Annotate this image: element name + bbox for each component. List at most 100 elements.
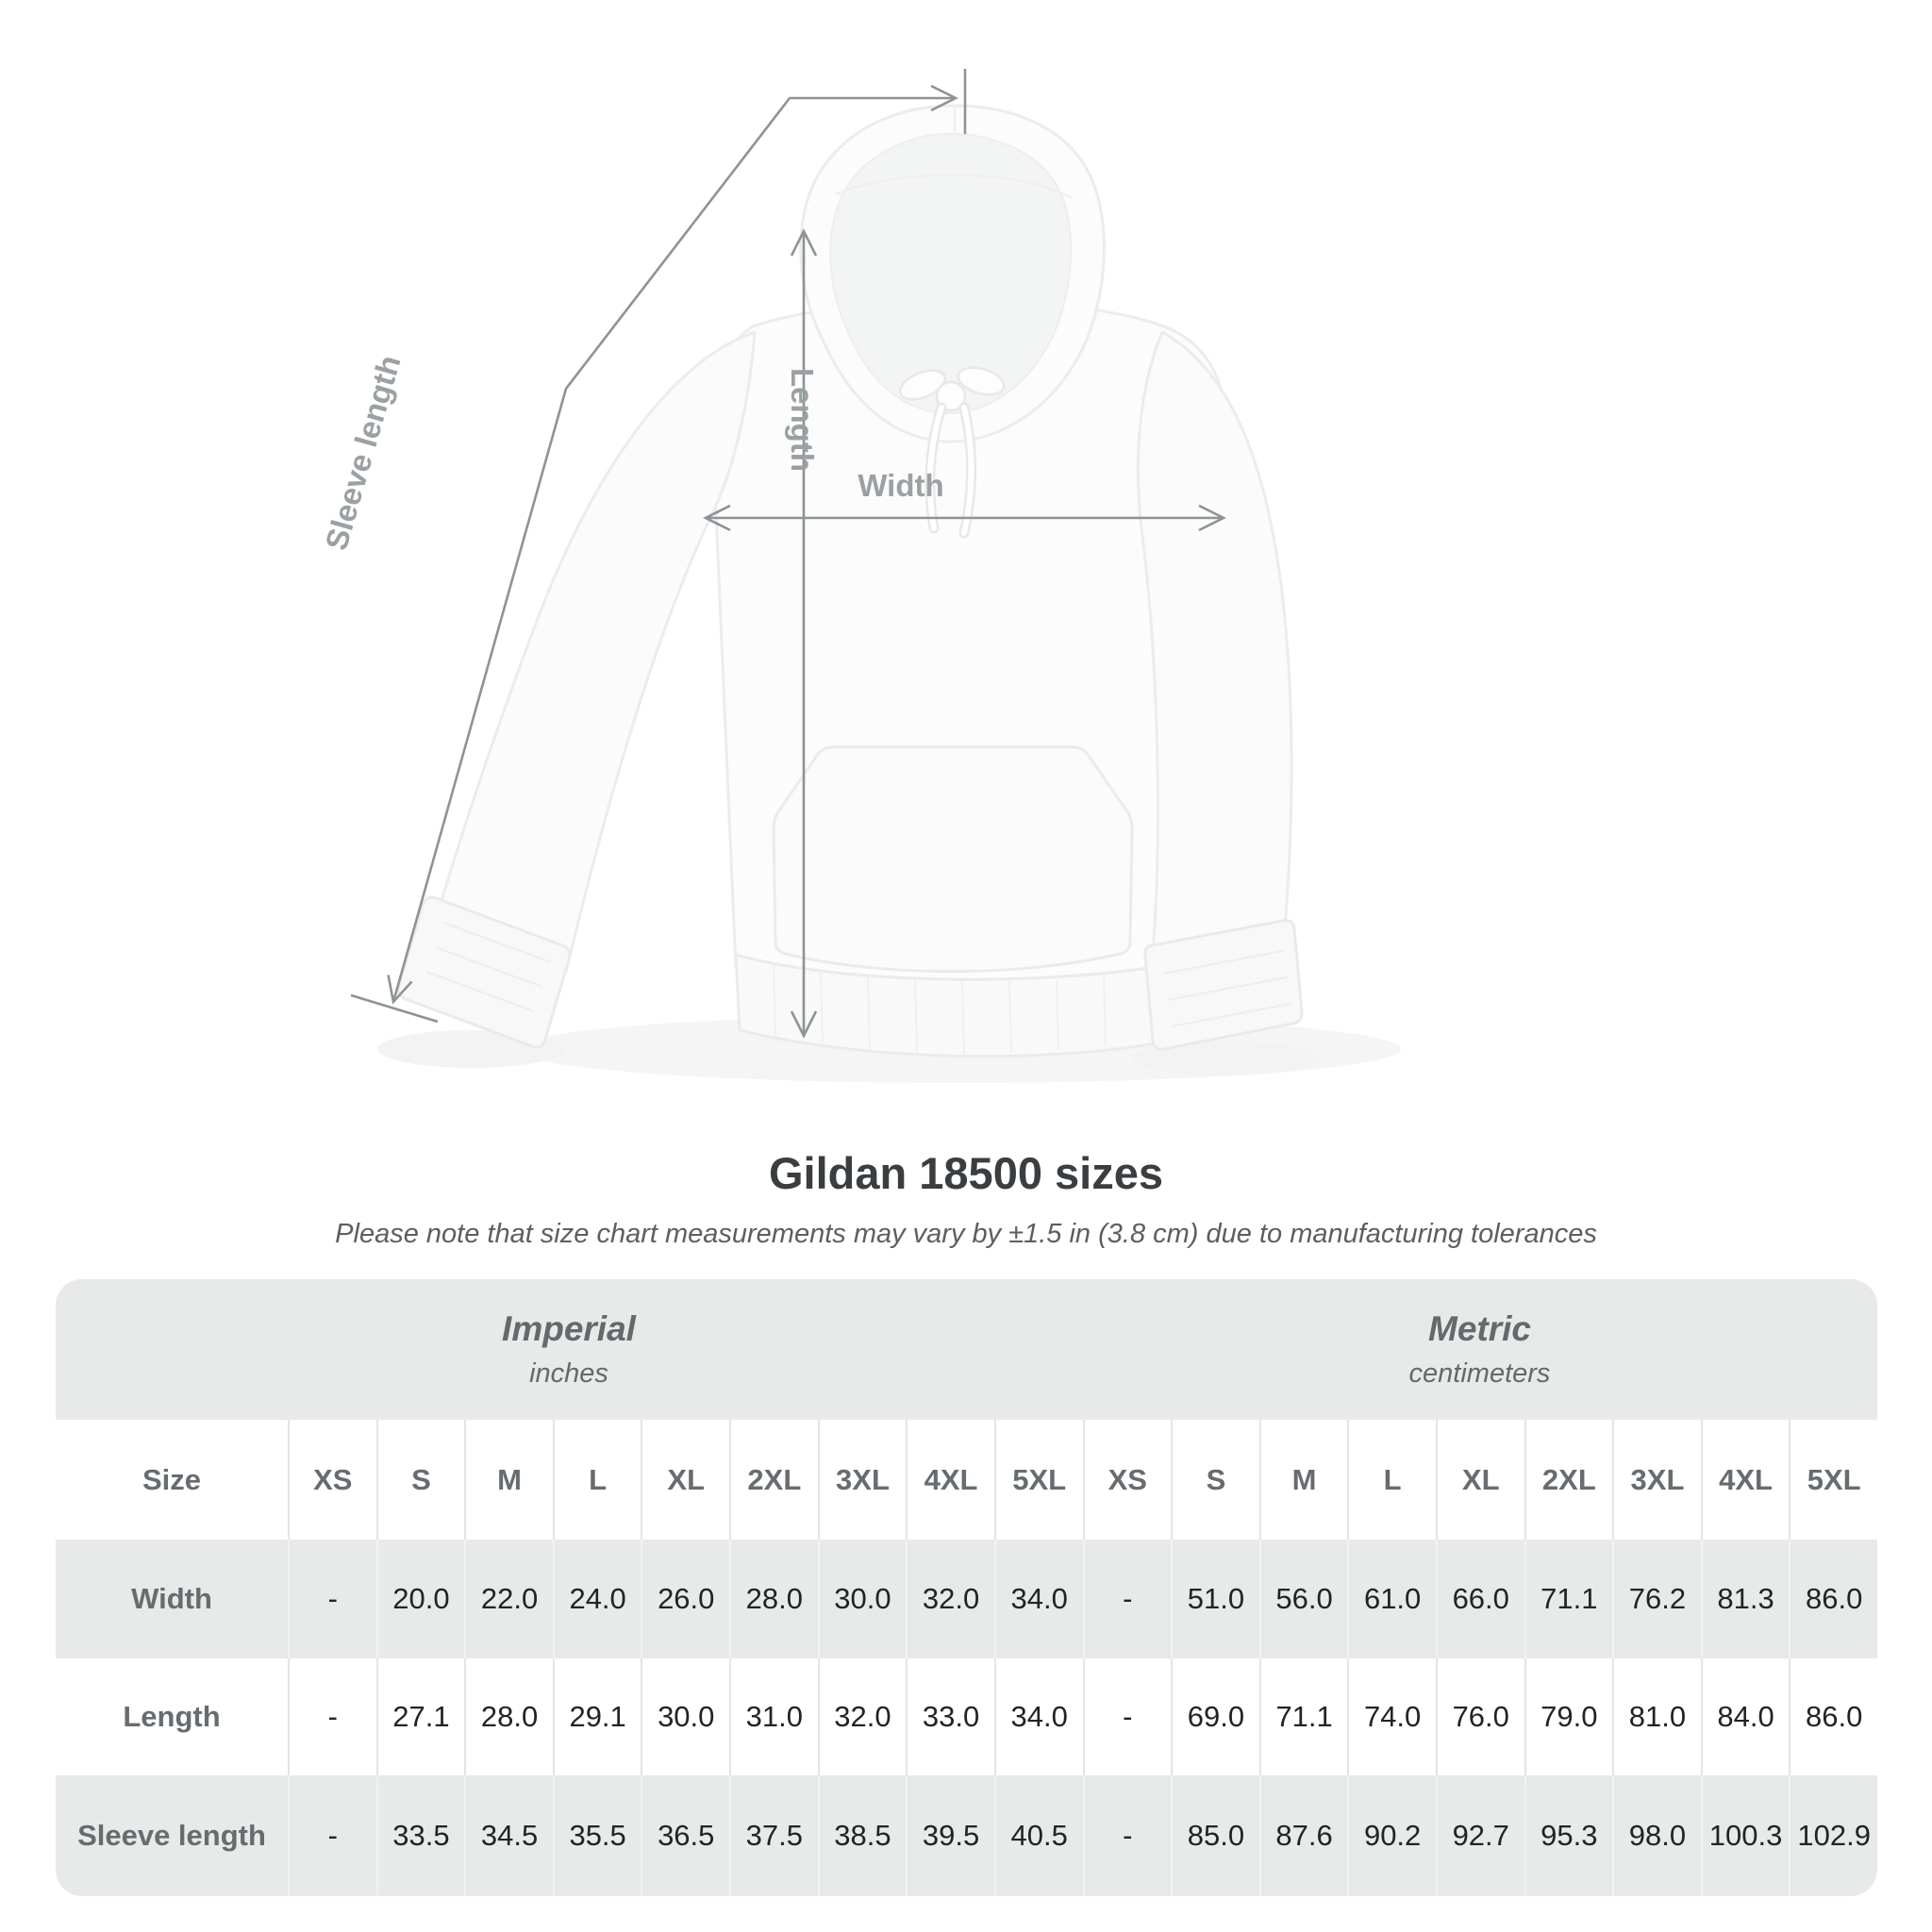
table-cell: 102.9 [1789,1775,1877,1896]
size-col-header: 5XL [993,1420,1083,1540]
table-cell: - [1082,1775,1172,1896]
measurement-lines [350,69,1226,1039]
size-col-header: M [464,1420,553,1540]
table-cell: - [288,1775,376,1896]
unit-header-imperial: Imperial inches [56,1279,1082,1420]
table-cell: 34.5 [464,1775,553,1896]
size-col-header: 3XL [1612,1420,1701,1540]
page-title: Gildan 18500 sizes [768,1148,1164,1198]
table-cell: 69.0 [1171,1658,1259,1775]
table-cell: 31.0 [729,1658,818,1775]
length-measure-label: Length [785,368,820,472]
size-col-header: L [1347,1420,1436,1540]
width-measure-label: Width [858,468,944,503]
table-cell: 86.0 [1789,1658,1877,1775]
table-cell: 33.5 [375,1775,465,1896]
table-cell: 33.0 [906,1658,994,1775]
imperial-label: Imperial [502,1309,636,1348]
row-label-length: Length [123,1700,221,1733]
table-row-width: Width - 20.0 22.0 24.0 26.0 28.0 30.0 32… [56,1540,1877,1658]
table-cell: 81.3 [1700,1540,1790,1658]
size-col-header: 4XL [906,1420,994,1540]
size-col-header: S [1171,1420,1259,1540]
table-cell: - [288,1540,376,1658]
table-cell: 34.0 [993,1540,1083,1658]
table-cell: 84.0 [1700,1658,1790,1775]
hoodie-pocket [772,745,1134,974]
hoodie-right-sleeve [1136,330,1293,957]
table-cell: - [1082,1540,1172,1658]
table-cell: 76.2 [1612,1540,1701,1658]
table-cell: 74.0 [1347,1658,1436,1775]
table-cell: 79.0 [1524,1658,1613,1775]
row-label-sleeve-length: Sleeve length [77,1819,266,1852]
table-cell: 71.1 [1258,1658,1348,1775]
size-col-header: 3XL [817,1420,907,1540]
size-header: Size [142,1462,202,1496]
table-cell: 66.0 [1435,1540,1524,1658]
size-table: Imperial inches Metric centimeters Size … [56,1279,1877,1896]
table-cell: 87.6 [1258,1775,1348,1896]
table-cell: 37.5 [729,1775,818,1896]
table-cell: 28.0 [464,1658,553,1775]
table-cell: 29.1 [552,1658,641,1775]
table-cell: 95.3 [1524,1775,1613,1896]
unit-header-metric: Metric centimeters [1082,1279,1877,1420]
size-col-header: 5XL [1789,1420,1877,1540]
table-cell: 51.0 [1171,1540,1259,1658]
size-col-header: XS [1082,1420,1172,1540]
size-col-header: XS [288,1420,376,1540]
size-col-header: 2XL [729,1420,818,1540]
table-cell: 98.0 [1612,1775,1701,1896]
page-subtitle: Please note that size chart measurements… [335,1219,1597,1249]
hoodie-left-sleeve [434,330,757,974]
right-cuff [1143,919,1304,1051]
size-diagram: Length Width Sleeve length [318,69,1321,1075]
table-cell: 32.0 [906,1540,994,1658]
table-cell: 20.0 [375,1540,465,1658]
table-cell: - [1082,1658,1172,1775]
table-row-sleeve-length: Sleeve length - 33.5 34.5 35.5 36.5 37.5… [56,1775,1877,1896]
unit-header-band: Imperial inches Metric centimeters [56,1279,1877,1420]
table-cell: 61.0 [1347,1540,1436,1658]
table-cell: 26.0 [641,1540,729,1658]
size-col-header: XL [641,1420,729,1540]
size-col-header: S [375,1420,465,1540]
table-cell: 28.0 [729,1540,818,1658]
table-cell: 35.5 [552,1775,641,1896]
size-header-row: Size XS S M L XL 2XL 3XL 4XL 5XL XS S M … [56,1420,1877,1540]
size-col-header: XL [1435,1420,1524,1540]
row-label-width: Width [131,1582,212,1615]
table-cell: 30.0 [641,1658,729,1775]
table-cell: 56.0 [1258,1540,1348,1658]
sleeve-bottom-tick [350,993,439,1024]
table-cell: 92.7 [1435,1775,1524,1896]
sleeve-length-line [387,84,958,1005]
table-cell: - [288,1658,376,1775]
imperial-unit-label: inches [529,1358,608,1389]
hoodie-body-group [396,104,1304,1058]
table-cell: 39.5 [906,1775,994,1896]
hoodie-illustration [350,69,1321,1075]
table-cell: 81.0 [1612,1658,1701,1775]
table-cell: 32.0 [817,1658,907,1775]
table-cell: 100.3 [1700,1775,1790,1896]
table-cell: 30.0 [817,1540,907,1658]
right-cuff-ribbing [1163,950,1291,1027]
size-col-header: L [552,1420,641,1540]
table-row-length: Length - 27.1 28.0 29.1 30.0 31.0 32.0 3… [56,1658,1877,1775]
table-cell: 38.5 [817,1775,907,1896]
table-cell: 85.0 [1171,1775,1259,1896]
table-cell: 76.0 [1435,1658,1524,1775]
table-cell: 71.1 [1524,1540,1613,1658]
table-cell: 86.0 [1789,1540,1877,1658]
table-cell: 40.5 [993,1775,1083,1896]
size-col-header: 4XL [1700,1420,1790,1540]
metric-label: Metric [1428,1309,1531,1348]
table-cell: 24.0 [552,1540,641,1658]
size-col-header: 2XL [1524,1420,1613,1540]
table-cell: 36.5 [641,1775,729,1896]
metric-unit-label: centimeters [1408,1358,1551,1389]
table-cell: 27.1 [375,1658,465,1775]
size-col-header: M [1258,1420,1348,1540]
